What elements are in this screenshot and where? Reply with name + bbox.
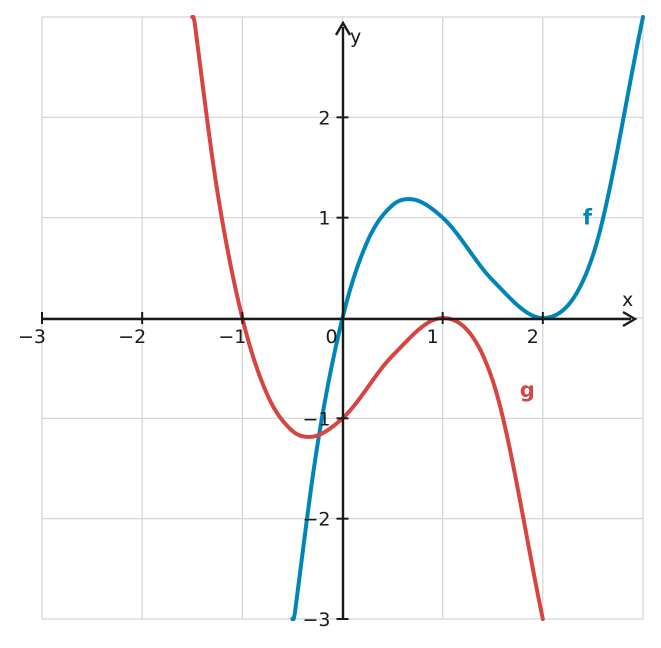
x-axis-arrow-icon <box>622 310 638 328</box>
x-tick-label: 0 <box>326 326 338 348</box>
curve-label-g: g <box>520 378 535 402</box>
y-axis-arrow-icon <box>334 20 352 36</box>
y-tick-label: −3 <box>302 609 330 631</box>
curve-f <box>290 15 645 621</box>
y-axis-label: y <box>350 26 361 48</box>
x-axis-label: x <box>622 289 633 311</box>
x-tick-label: 1 <box>427 326 439 348</box>
x-tick-label: 2 <box>527 326 539 348</box>
tick-labels: −3 −2 −1 0 1 2 −3 −2 −1 1 2 <box>18 107 539 631</box>
x-tick-label: −1 <box>218 326 246 348</box>
curve-label-f: f <box>583 206 593 230</box>
y-tick-label: 1 <box>318 208 330 230</box>
curves: fg <box>190 15 645 621</box>
y-tick-label: −1 <box>302 408 330 430</box>
x-tick-label: −3 <box>18 326 46 348</box>
y-tick-label: −2 <box>302 509 330 531</box>
curve-g <box>190 15 545 621</box>
y-tick-label: 2 <box>318 107 330 129</box>
ticks <box>41 116 544 620</box>
x-tick-label: −2 <box>118 326 146 348</box>
